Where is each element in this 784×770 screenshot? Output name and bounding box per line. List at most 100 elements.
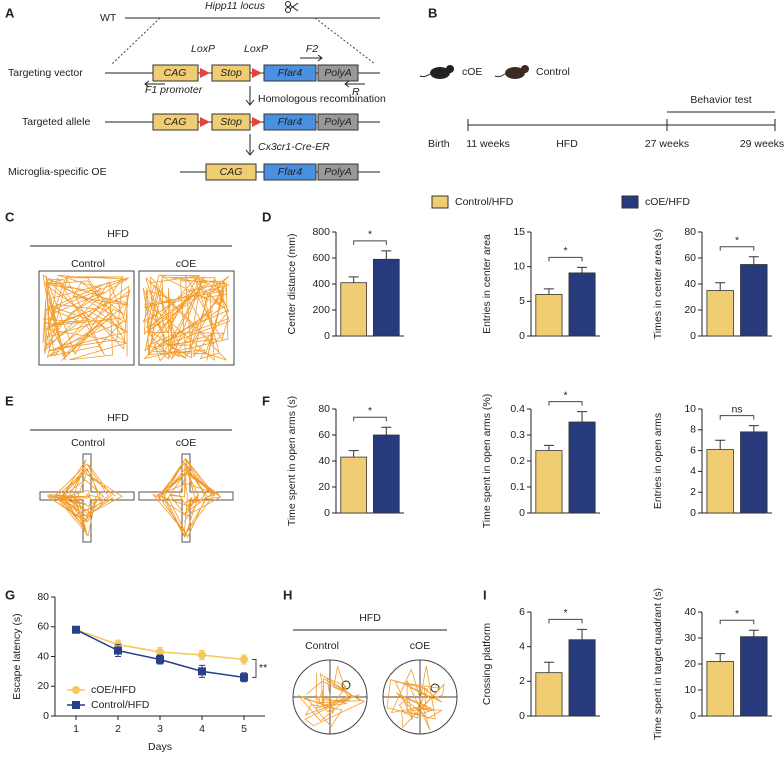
significance-bracket: [548, 401, 583, 406]
y-tick-label: 4: [519, 640, 525, 652]
group-label: cOE: [462, 66, 482, 78]
group-label: Control: [71, 437, 105, 449]
scissors-icon: [285, 1, 299, 13]
element-label: PolyA: [324, 166, 351, 178]
element-label: Ffar4: [278, 116, 303, 128]
bar: [340, 282, 368, 337]
timeline-label: 11 weeks: [466, 138, 510, 150]
step-arrow: [245, 134, 255, 156]
error-bar: [715, 282, 726, 291]
bar: [535, 672, 563, 717]
legend: Control/HFD cOE/HFD: [431, 195, 690, 209]
y-tick-label: 60: [318, 429, 330, 441]
bar: [740, 264, 768, 337]
element-box: [152, 64, 199, 82]
phase-label: Behavior test: [690, 94, 751, 106]
y-tick-label: 80: [37, 591, 49, 603]
loxp-site: [252, 117, 262, 127]
loxp-label: LoxP: [191, 43, 215, 55]
marker: [240, 655, 248, 664]
significance-label: *: [735, 234, 739, 246]
y-tick-label: 600: [312, 252, 330, 264]
primer-label: R: [352, 86, 360, 98]
y-tick-label: 40: [684, 278, 696, 290]
y-tick-label: 10: [684, 684, 696, 696]
y-tick-label: 6: [690, 444, 696, 456]
primer-label: F1 promoter: [145, 84, 203, 96]
significance-bracket: [252, 658, 257, 678]
y-axis-label: Escape latency (s): [11, 613, 23, 699]
group-label: Control: [536, 66, 570, 78]
element-box: [317, 163, 359, 181]
y-tick-label: 20: [684, 304, 696, 316]
group-label: cOE: [410, 640, 430, 652]
mouse-icon: [494, 65, 529, 79]
loxp-site: [200, 117, 210, 127]
x-tick-label: 5: [241, 723, 247, 735]
bar: [706, 290, 734, 337]
row-label: Microglia-specific OE: [8, 166, 107, 178]
y-tick-label: 20: [318, 481, 330, 493]
x-tick-label: 1: [73, 723, 79, 735]
panel-label: C: [5, 209, 15, 224]
legend-label: Control/HFD: [455, 196, 514, 208]
guide-line: [111, 17, 161, 65]
locus-label: Hipp11 locus: [205, 0, 266, 12]
marker: [240, 673, 248, 682]
error-bar: [381, 426, 392, 435]
y-tick-label: 20: [37, 680, 49, 692]
step-label: Homologous recombination: [258, 93, 386, 105]
error-bar: [748, 629, 759, 637]
significance-bracket: [719, 415, 755, 420]
primer-arrow: [300, 54, 323, 62]
y-tick-label: 0: [519, 507, 525, 519]
element-box: [152, 113, 199, 131]
marker: [156, 648, 164, 657]
y-tick-label: 800: [312, 226, 330, 238]
element-label: Ffar4: [278, 67, 303, 79]
y-tick-label: 8: [690, 424, 696, 436]
element-label: PolyA: [324, 67, 351, 79]
marker: [72, 625, 80, 634]
error-bar: [715, 439, 726, 450]
marker: [156, 655, 164, 664]
legend-label: Control/HFD: [91, 699, 150, 711]
maze: [39, 453, 135, 543]
y-tick-label: 15: [513, 226, 525, 238]
element-box: [211, 64, 251, 82]
y-tick-label: 0: [43, 710, 49, 722]
y-tick-label: 200: [312, 304, 330, 316]
element-label: PolyA: [324, 116, 351, 128]
y-tick-label: 0.3: [510, 429, 525, 441]
element-box: [317, 113, 359, 131]
y-tick-label: 0.1: [510, 481, 525, 493]
primer-label: F2: [306, 43, 318, 55]
element-label: CAG: [164, 116, 187, 128]
guide-line: [314, 17, 376, 65]
y-tick-label: 0: [324, 330, 330, 342]
error-bar: [748, 425, 759, 432]
y-tick-label: 10: [513, 260, 525, 272]
significance-label: *: [563, 389, 567, 401]
element-label: CAG: [164, 67, 187, 79]
condition-label: HFD: [107, 412, 129, 424]
panel-label: E: [5, 393, 14, 408]
bar: [740, 431, 768, 514]
x-tick-label: 2: [115, 723, 121, 735]
legend-label: cOE/HFD: [645, 196, 690, 208]
significance-label: *: [368, 229, 372, 241]
timeline-label: 27 weeks: [645, 138, 689, 150]
marker: [198, 667, 206, 676]
y-tick-label: 400: [312, 278, 330, 290]
element-box: [211, 113, 251, 131]
y-axis-label: Entries in open arms: [652, 413, 664, 509]
maze: [138, 453, 234, 543]
timeline-label: HFD: [556, 138, 578, 150]
construct-diagram: WT Hipp11 locus Targeting vector CAG Sto…: [8, 0, 386, 181]
y-tick-label: 6: [519, 606, 525, 618]
significance-label: **: [259, 662, 267, 674]
panel-label: B: [428, 5, 437, 20]
error-bar: [543, 288, 554, 295]
loxp-label: LoxP: [244, 43, 268, 55]
y-tick-label: 60: [37, 621, 49, 633]
